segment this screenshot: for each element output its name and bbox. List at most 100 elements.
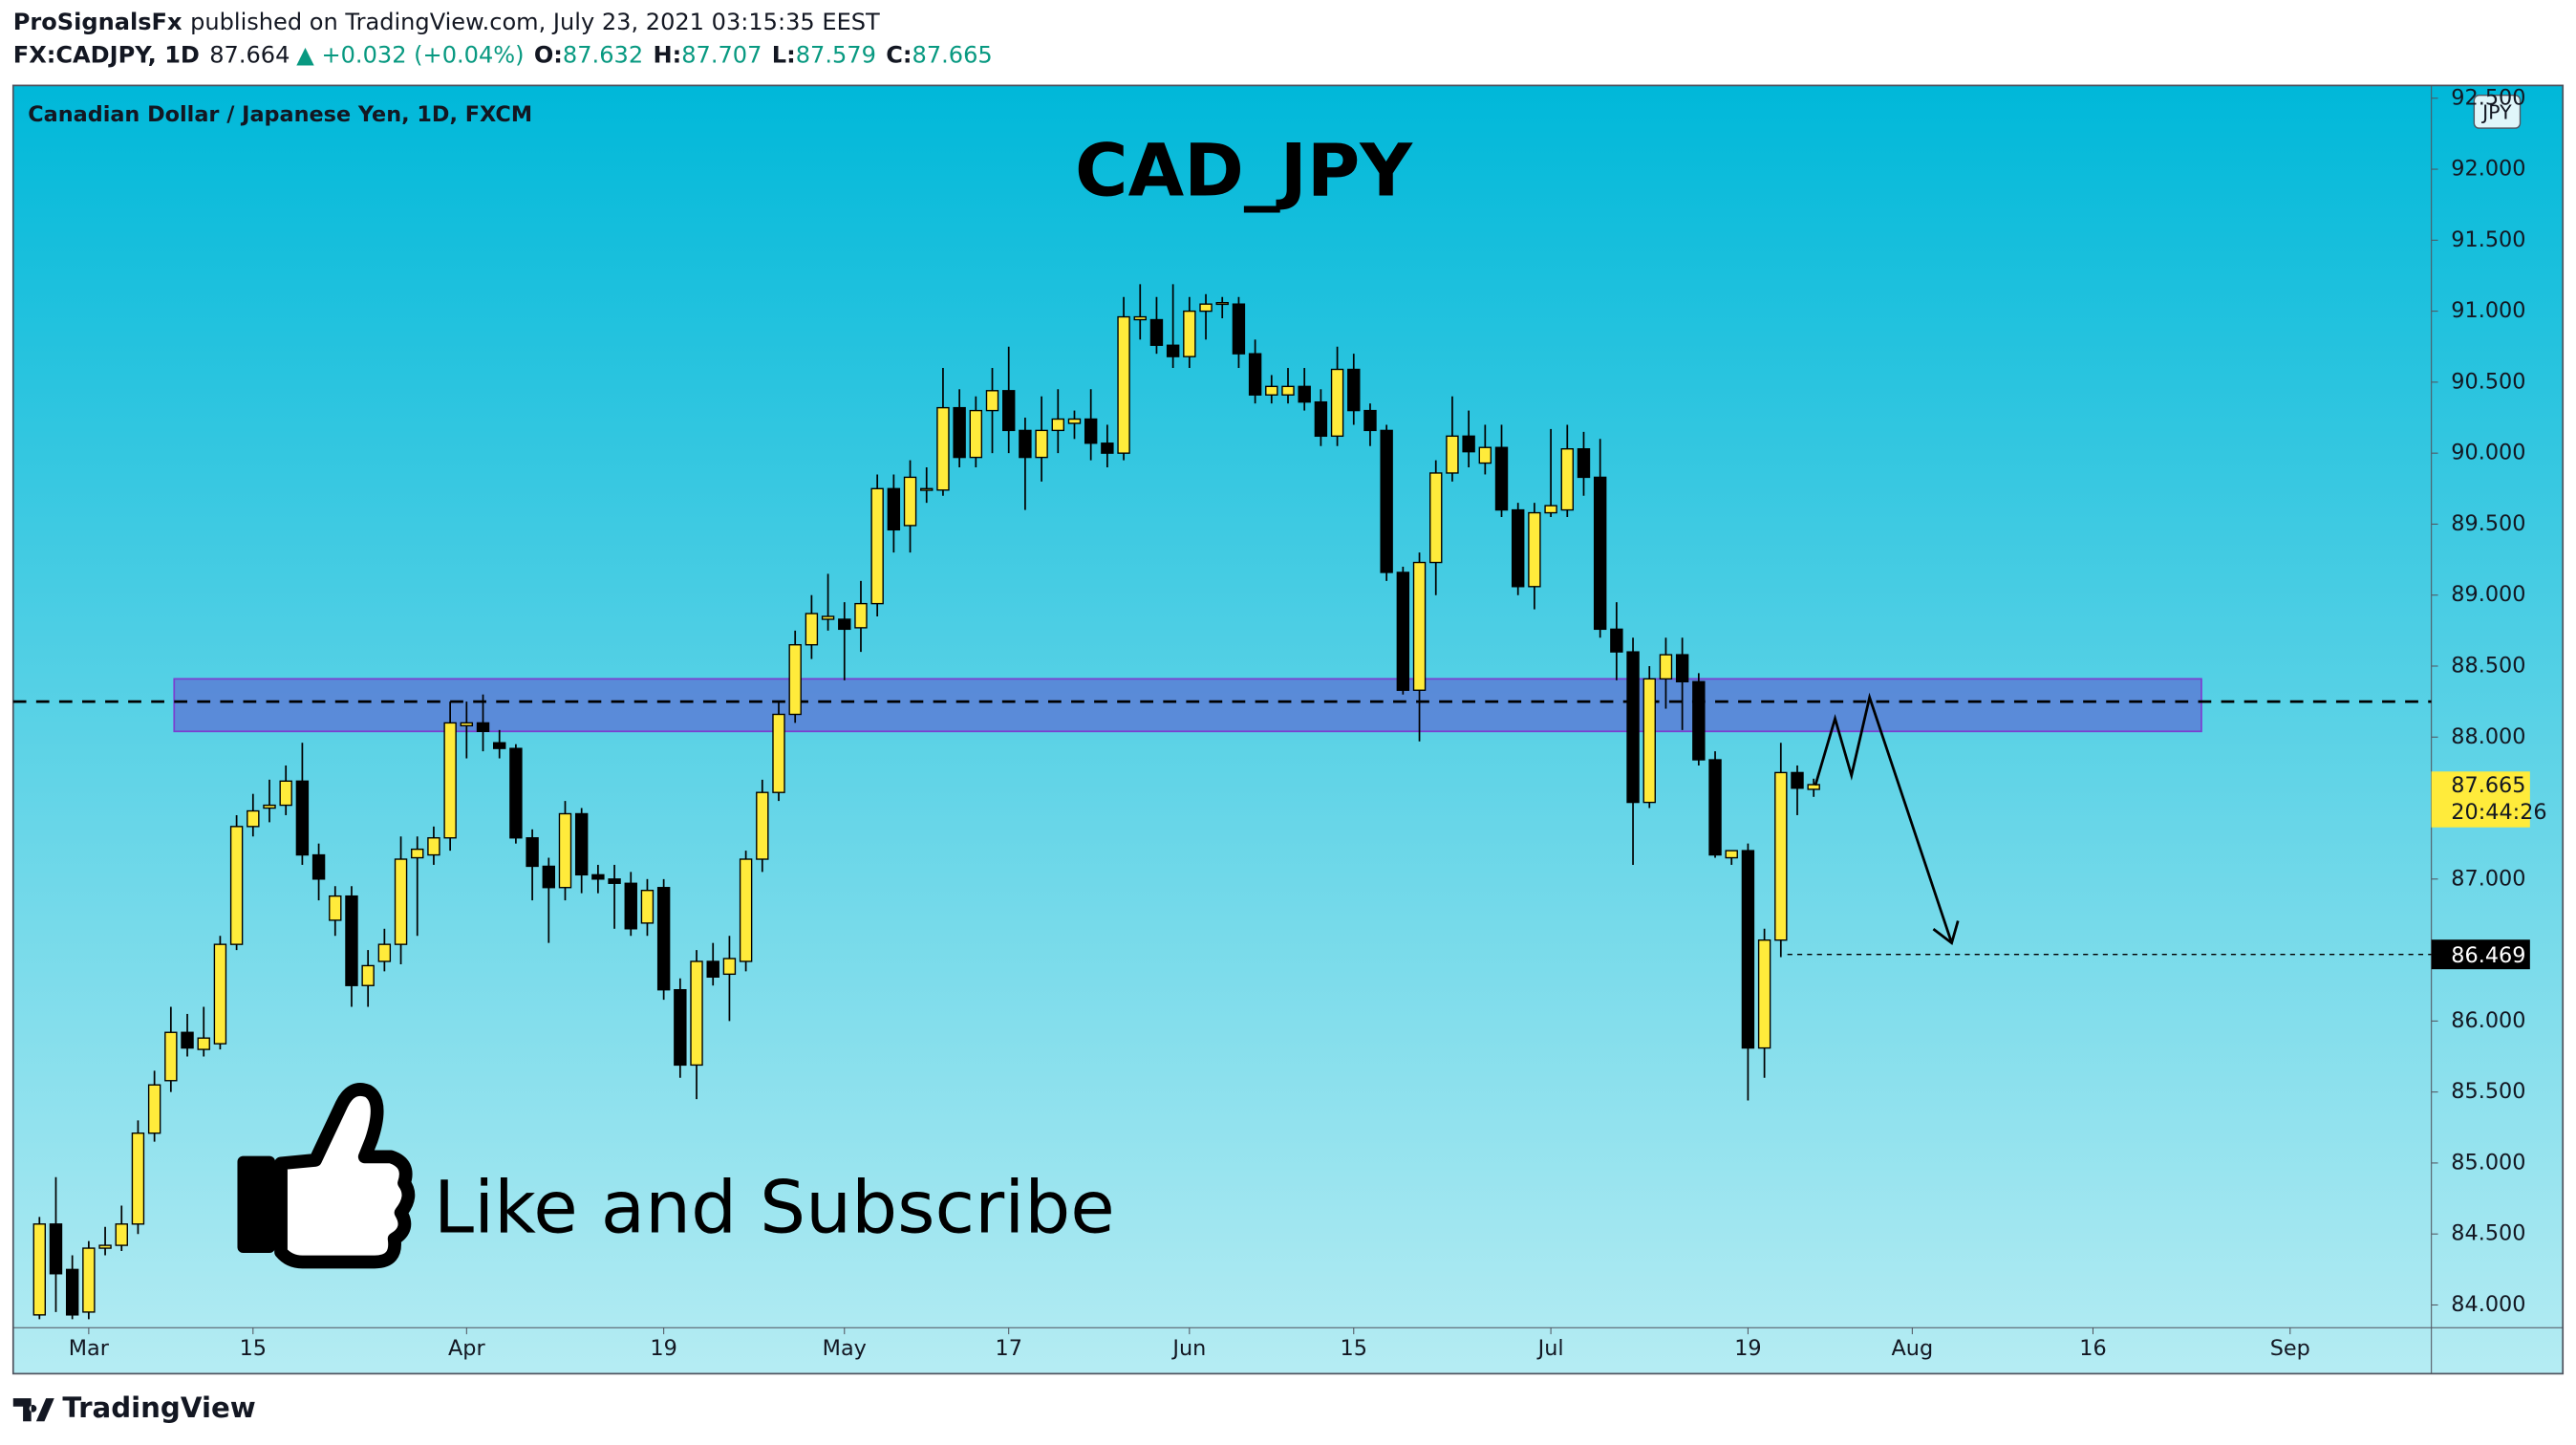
y-tick-label: 85.000 — [2451, 1150, 2525, 1175]
ohlc-value: 87.665 — [912, 41, 993, 68]
candle-body — [1380, 429, 1393, 573]
projection-arrow — [1814, 692, 1953, 944]
candle-body — [1675, 654, 1689, 683]
y-tick-label: 89.500 — [2451, 511, 2525, 536]
footer-logo — [12, 1398, 54, 1422]
candle-body — [49, 1223, 63, 1275]
candle-body — [969, 409, 983, 459]
published: published on TradingView.com, July 23, 2… — [190, 9, 880, 35]
change: ▲ +0.032 (+0.04%) — [296, 41, 524, 68]
candle-body — [247, 809, 260, 828]
candle-body — [936, 406, 950, 491]
chart-title: CAD_JPY — [1075, 128, 1413, 212]
candle-body — [821, 615, 835, 620]
x-tick-label: 19 — [650, 1336, 676, 1361]
candle-body — [1330, 368, 1344, 438]
ohlc-label: H: — [653, 41, 681, 68]
candle-body — [903, 476, 917, 527]
icon-hand — [274, 1083, 416, 1269]
candle-body — [1117, 315, 1130, 454]
y-tick-label: 90.000 — [2451, 441, 2525, 465]
x-tick-label: Jun — [1170, 1336, 1206, 1361]
candle-body — [887, 487, 901, 531]
ohlc-label: C: — [886, 41, 912, 68]
subtitle: Canadian Dollar / Japanese Yen, 1D, FXCM — [28, 102, 532, 127]
target-price-box — [2431, 939, 2530, 970]
candle-body — [1051, 418, 1064, 432]
candle-body — [1101, 442, 1114, 454]
candle-body — [361, 964, 375, 986]
candle-body — [1215, 302, 1229, 306]
x-tick-label: 17 — [995, 1336, 1021, 1361]
y-tick-label: 89.000 — [2451, 582, 2525, 607]
candle-body — [1412, 561, 1427, 691]
candle-body — [443, 722, 457, 839]
candle-body — [394, 858, 408, 945]
candle-body — [624, 882, 637, 930]
last-price-label: 87.665 — [2451, 773, 2525, 798]
candle-body — [1019, 429, 1032, 459]
currency-badge — [2473, 95, 2522, 129]
candle-body — [1512, 508, 1525, 588]
candle-body — [1396, 572, 1410, 691]
candle-body — [1067, 418, 1082, 424]
candle-body — [1494, 446, 1509, 511]
candle-body — [920, 487, 934, 491]
thumbs-up-icon — [237, 1083, 416, 1269]
publisher: ProSignalsFx — [13, 9, 182, 35]
x-tick-label: Aug — [1892, 1336, 1934, 1361]
ohlc-value: 87.632 — [563, 41, 643, 68]
last: 87.664 — [209, 41, 290, 68]
candle-body — [147, 1084, 161, 1134]
candle-body — [591, 873, 605, 880]
candle-body — [1577, 448, 1591, 479]
candle-body — [1560, 448, 1574, 511]
candle-body — [411, 848, 424, 859]
candle-body — [1265, 385, 1278, 396]
candle-body — [1347, 368, 1361, 412]
candle-body — [1725, 850, 1738, 859]
candle-body — [722, 958, 737, 976]
candle-body — [1610, 628, 1623, 653]
ohlc-label: O: — [534, 41, 563, 68]
candle-body — [197, 1037, 210, 1050]
countdown-label: 20:44:26 — [2451, 800, 2546, 825]
candle-body — [1298, 385, 1311, 403]
candle-body — [739, 858, 753, 962]
candle-body — [65, 1268, 79, 1316]
y-tick-label: 84.500 — [2451, 1221, 2525, 1246]
candle-body — [1528, 511, 1541, 588]
candle-body — [1149, 318, 1164, 346]
logo-mark — [12, 1398, 54, 1422]
x-tick-label: Apr — [448, 1336, 485, 1361]
icon-cuff — [237, 1155, 276, 1254]
y-tick-label: 88.500 — [2451, 653, 2525, 678]
candle-body — [1429, 472, 1443, 564]
y-tick-label: 92.000 — [2451, 157, 2525, 182]
annotation: Like and Subscribe — [434, 1165, 1115, 1249]
y-tick-label: 88.000 — [2451, 724, 2525, 749]
candle-body — [181, 1031, 194, 1049]
candle-body — [509, 747, 523, 839]
candle-body — [1002, 390, 1016, 432]
candle-body — [756, 791, 769, 860]
candle-body — [1807, 784, 1820, 790]
candle-body — [131, 1132, 145, 1225]
header-line-2: FX:CADJPY, 1D 87.664 ▲ +0.032 (+0.04%) O:87… — [13, 41, 993, 68]
candle-body — [1544, 505, 1557, 514]
x-tick-label: Jul — [1536, 1336, 1564, 1361]
candle-body — [1708, 759, 1722, 856]
y-tick-label: 91.000 — [2451, 298, 2525, 323]
candle-body — [674, 988, 687, 1067]
candle-body — [1133, 315, 1147, 321]
candle-body — [460, 722, 474, 727]
candle-body — [164, 1031, 178, 1082]
candle-body — [1659, 654, 1673, 680]
ohlc-value: 87.707 — [681, 41, 762, 68]
y-tick-label: 86.000 — [2451, 1008, 2525, 1033]
candle-body — [1035, 429, 1048, 459]
candle-body — [1692, 680, 1706, 761]
candle-body — [1446, 435, 1459, 474]
candle-body — [279, 780, 292, 807]
